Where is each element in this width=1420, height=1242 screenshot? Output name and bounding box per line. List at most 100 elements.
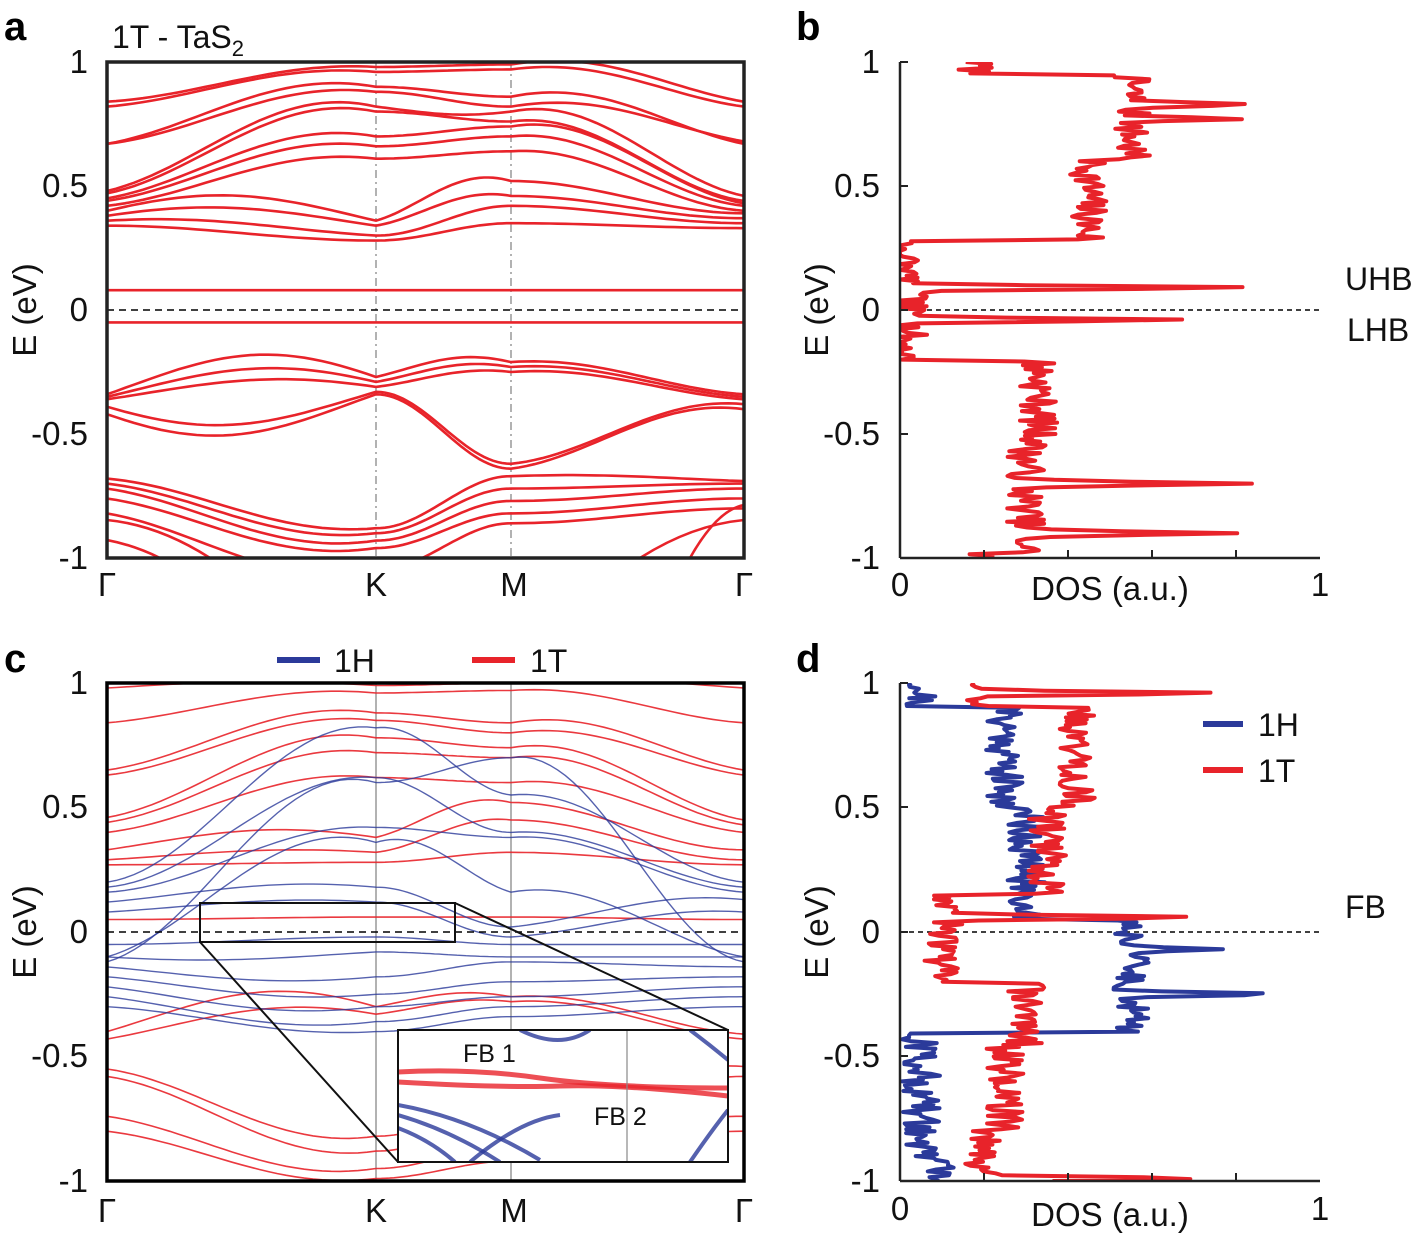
band-a-18 (107, 390, 744, 466)
panel-a-title: 1T - TaS2 (112, 19, 244, 61)
band-a-7 (107, 134, 744, 208)
ytick-a-m05: -0.5 (31, 415, 88, 452)
xtick-d-1: 1 (1311, 1190, 1329, 1227)
ytick-d-0: 0 (862, 913, 880, 950)
band-c-1h-5 (107, 936, 744, 946)
band-c-1h-9 (107, 986, 744, 1012)
ylabel-c: E (eV) (6, 885, 43, 979)
band-c-1h-11 (107, 1006, 744, 1034)
band-c-1t-1 (107, 688, 744, 724)
band-a-23 (107, 497, 744, 553)
band-a-21 (107, 482, 744, 537)
band-a-12 (107, 221, 744, 242)
band-a-edge-0 (107, 518, 211, 558)
ytick-c-05: 0.5 (42, 788, 88, 825)
band-c-1h-7 (107, 961, 744, 982)
band-c-1h-8 (107, 976, 744, 998)
band-c-1h-6 (107, 951, 744, 961)
legend-d: 1H 1T (1203, 707, 1299, 789)
xtick-d-0: 0 (891, 1190, 909, 1227)
band-a-edge-3 (688, 503, 744, 558)
band-a-6 (107, 123, 744, 205)
axes-frame-a (105, 60, 746, 560)
band-c-1t-6 (107, 775, 744, 834)
band-a-4 (107, 100, 744, 198)
dos-d-1h (900, 683, 1265, 1181)
band-a-24 (107, 507, 744, 558)
ytick-b-05: 0.5 (834, 167, 880, 204)
inset-h-band-7 (688, 1108, 728, 1162)
zoom-box (199, 902, 456, 943)
ytick-c-m1: -1 (59, 1162, 88, 1199)
inset-fb2 (398, 1079, 728, 1099)
inset-h-band-3 (398, 1126, 457, 1162)
annotation-lhb: LHB (1347, 312, 1409, 348)
inset-h-band-4 (468, 1113, 561, 1162)
panel-c: c 1H 1T FB 1 FB 2 1 0.5 0 -0.5 -1 Γ (4, 637, 753, 1229)
ytick-c-m05: -0.5 (31, 1037, 88, 1074)
ytick-d-1: 1 (862, 664, 880, 701)
band-c-1t-3 (107, 717, 744, 776)
xlabel-b: DOS (a.u.) (1031, 570, 1189, 607)
panel-label-d: d (796, 637, 820, 681)
dos-curves-d (900, 683, 1265, 1181)
band-a-3 (107, 88, 744, 146)
dos-curve-b (900, 62, 1254, 558)
inset-h-band-1 (398, 1103, 542, 1162)
inset: FB 1 FB 2 (397, 1029, 729, 1163)
legend-c-1h-label: 1H (334, 643, 375, 679)
ylabel-a: E (eV) (6, 263, 43, 357)
band-a-16 (107, 362, 744, 399)
axes-d (898, 682, 1320, 1183)
band-a-10 (107, 192, 744, 228)
xtick-a-gamma2: Γ (735, 566, 753, 603)
band-c-1t-12 (107, 999, 744, 1040)
inset-h-band-6 (688, 1030, 728, 1062)
xtick-b-1: 1 (1311, 566, 1329, 603)
band-c-1t-7 (107, 799, 744, 851)
xlabel-d: DOS (a.u.) (1031, 1196, 1189, 1233)
band-c-1h-0 (107, 726, 744, 883)
band-c-1h-1 (107, 776, 744, 888)
band-c-1t-5 (107, 749, 744, 826)
band-a-2 (107, 81, 744, 146)
legend-c: 1H 1T (277, 643, 567, 679)
panel-label-a: a (4, 5, 27, 49)
legend-c-1t-label: 1T (530, 643, 567, 679)
ylabel-b: E (eV) (798, 263, 835, 357)
xtick-c-gamma2: Γ (735, 1192, 753, 1229)
ylabel-d: E (eV) (798, 885, 835, 979)
zoom-connector-2 (199, 941, 399, 1163)
band-a-8 (107, 149, 744, 213)
xtick-c-m: M (500, 1192, 528, 1229)
band-c-1t-9 (107, 851, 744, 866)
axes-b (898, 61, 1320, 560)
band-a-11 (107, 204, 744, 237)
band-a-1 (107, 65, 744, 108)
band-c-1t-4 (107, 734, 744, 821)
ytick-b-m05: -0.5 (823, 415, 880, 452)
inset-label-fb2: FB 2 (594, 1103, 647, 1131)
ytick-a-1: 1 (70, 43, 88, 80)
band-c-1h-2 (107, 826, 744, 893)
annotation-uhb: UHB (1345, 261, 1413, 297)
panel-d: d 1H 1T 1 0.5 0 -0.5 -1 0 1 DOS (a.u.) E… (796, 637, 1386, 1233)
band-c-1h-13 (107, 756, 744, 963)
band-a-19 (107, 392, 744, 471)
band-a-edge-2 (639, 518, 744, 558)
xtick-a-gamma1: Γ (98, 566, 116, 603)
band-a-15 (107, 353, 744, 396)
panel-label-b: b (796, 5, 820, 49)
legend-d-1t-label: 1T (1258, 753, 1295, 789)
band-c-1h-10 (107, 996, 744, 1026)
band-c-1h-12 (107, 836, 744, 958)
band-c-1t-8 (107, 818, 744, 861)
band-c-1t-2 (107, 709, 744, 771)
xtick-a-m: M (500, 566, 528, 603)
inset-bands (398, 1030, 728, 1162)
ytick-b-1: 1 (862, 43, 880, 80)
band-c-1t-10 (107, 916, 744, 921)
dos-b-1t (900, 62, 1254, 558)
ytick-b-0: 0 (862, 291, 880, 328)
